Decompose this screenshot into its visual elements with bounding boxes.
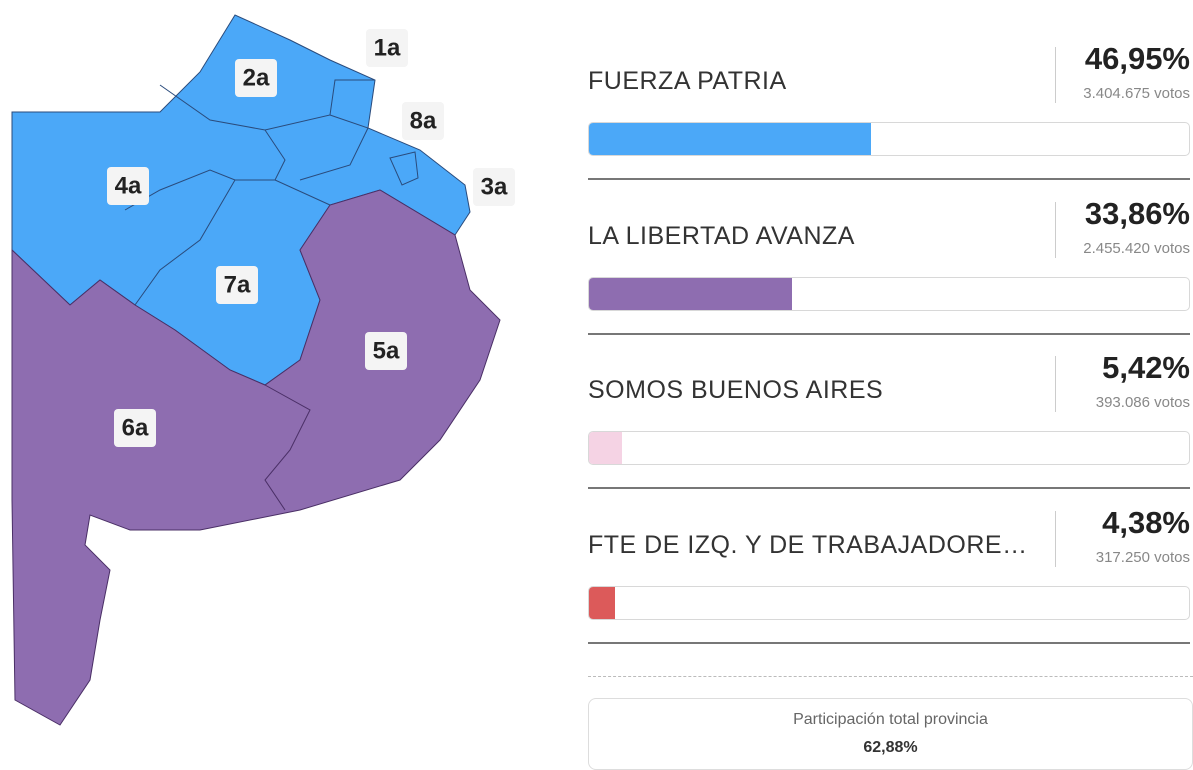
label-box xyxy=(366,29,408,67)
party-votes: 393.086 votos xyxy=(1095,394,1190,411)
party-percent: 4,38% xyxy=(1102,504,1190,540)
party-percent: 46,95% xyxy=(1084,41,1190,76)
border xyxy=(264,384,311,511)
bar xyxy=(589,432,622,464)
border xyxy=(299,114,369,181)
party-name: LA LIBERTAD AVANZA xyxy=(588,221,855,250)
separator xyxy=(588,178,1190,180)
party-percent: 33,86% xyxy=(1084,195,1190,231)
party-name: SOMOS BUENOS AIRES xyxy=(588,376,884,404)
participation-title: Participación total provincia xyxy=(793,711,988,728)
border xyxy=(264,129,331,206)
bar-track xyxy=(588,431,1190,465)
separator xyxy=(588,487,1190,489)
section-label: 6a xyxy=(122,415,149,442)
label-box xyxy=(402,102,444,140)
dashed-divider xyxy=(588,676,1193,677)
section-label: 3a xyxy=(481,174,508,201)
bar-track xyxy=(588,276,1190,311)
bar-track xyxy=(588,122,1190,156)
party-votes: 317.250 votos xyxy=(1095,548,1190,566)
label-box xyxy=(235,59,277,97)
label-box xyxy=(365,332,407,370)
section-label: 5a xyxy=(373,338,400,365)
party-row: LA LIBERTAD AVANZA 33,86% 2.455.420 votos xyxy=(588,196,1190,357)
party-votes: 2.455.420 votos xyxy=(1083,239,1190,257)
party-name: FTE DE IZQ. Y DE TRABAJADORE… xyxy=(588,530,1028,559)
party-name: FUERZA PATRIA xyxy=(588,67,787,95)
section-label: 8a xyxy=(410,108,437,135)
label-box xyxy=(473,168,515,206)
section-label: 1a xyxy=(374,35,401,62)
bar xyxy=(589,123,871,155)
party-votes: 3.404.675 votos xyxy=(1083,85,1190,102)
bar xyxy=(589,277,793,310)
section-label: 7a xyxy=(224,272,251,299)
party-row: SOMOS BUENOS AIRES 5,42% 393.086 votos xyxy=(588,350,1190,511)
bar xyxy=(589,586,616,619)
party-row: FUERZA PATRIA 46,95% 3.404.675 votos xyxy=(588,41,1190,202)
participation-box: Participación total provincia 62,88% xyxy=(588,698,1193,770)
section-label: 2a xyxy=(243,65,270,92)
label-box xyxy=(107,167,149,205)
separator xyxy=(588,641,1190,644)
region-purple xyxy=(11,189,501,726)
region-8a xyxy=(389,151,419,186)
bar-track xyxy=(588,585,1190,620)
divider xyxy=(1055,201,1056,258)
participation-value: 62,88% xyxy=(863,739,918,756)
label-box xyxy=(216,266,258,304)
map: 1a 2a 8a 3a 4a 7a 5a 6a xyxy=(11,14,515,726)
separator xyxy=(588,332,1190,335)
border xyxy=(159,79,375,131)
party-percent: 5,42% xyxy=(1102,350,1190,385)
divider xyxy=(1055,356,1056,412)
divider xyxy=(1055,510,1056,567)
divider xyxy=(1055,47,1056,103)
border xyxy=(134,179,236,306)
party-row: FTE DE IZQ. Y DE TRABAJADORE… 4,38% 317.25… xyxy=(588,505,1190,666)
label-box xyxy=(114,409,156,447)
section-label: 4a xyxy=(115,173,142,200)
